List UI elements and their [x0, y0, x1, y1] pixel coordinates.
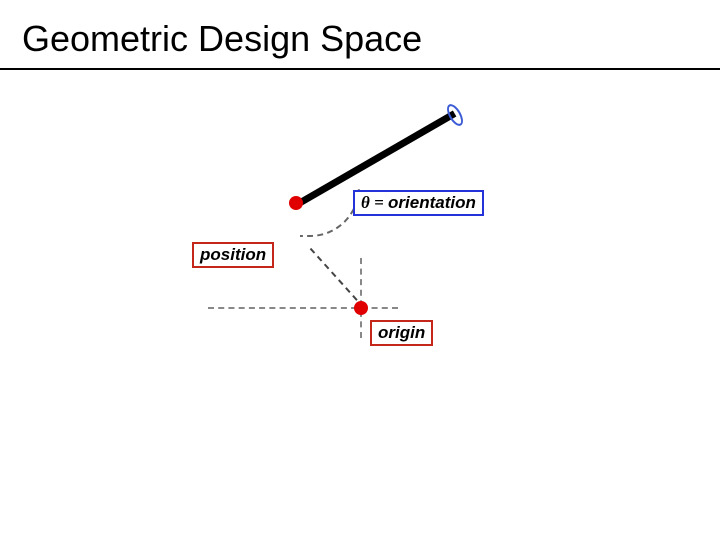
origin-point-dot — [354, 301, 368, 315]
position-point-dot — [289, 196, 303, 210]
origin-label: origin — [370, 320, 433, 346]
position-vector — [310, 248, 365, 309]
diagram-canvas: θ = orientation position origin — [0, 0, 720, 540]
axis-vertical — [360, 258, 362, 338]
position-label: position — [192, 242, 274, 268]
theta-symbol: θ = — [361, 193, 388, 212]
orientation-text: orientation — [388, 193, 476, 212]
axis-horizontal — [208, 307, 398, 309]
orientation-label: θ = orientation — [353, 190, 484, 216]
